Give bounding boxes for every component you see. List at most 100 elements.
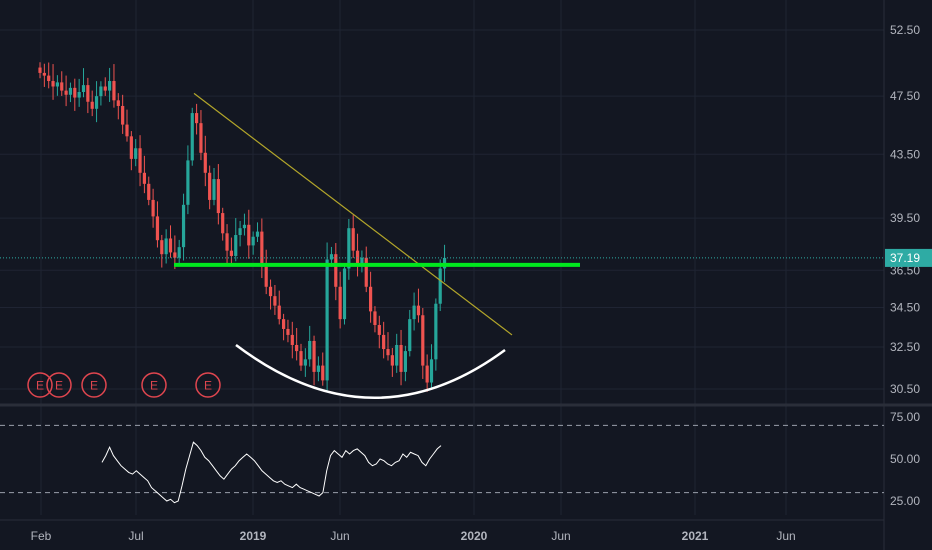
candle-body[interactable] bbox=[255, 231, 260, 237]
candle-body[interactable] bbox=[403, 351, 407, 372]
candle-body[interactable] bbox=[73, 87, 77, 98]
candle-body[interactable] bbox=[251, 236, 255, 246]
candle-body[interactable] bbox=[290, 334, 294, 345]
candle-body[interactable] bbox=[94, 96, 99, 109]
candle-body[interactable] bbox=[147, 183, 151, 200]
candle-body[interactable] bbox=[90, 101, 94, 109]
candle-body[interactable] bbox=[390, 355, 394, 366]
candle-body[interactable] bbox=[121, 105, 125, 125]
candle-body[interactable] bbox=[234, 235, 238, 256]
earnings-marker[interactable]: E bbox=[81, 372, 107, 398]
candle-body[interactable] bbox=[151, 199, 155, 217]
candle-body[interactable] bbox=[342, 268, 347, 320]
candle-body[interactable] bbox=[360, 257, 364, 264]
candle-body[interactable] bbox=[116, 100, 120, 106]
candle-body[interactable] bbox=[338, 286, 342, 320]
candle-body[interactable] bbox=[386, 349, 390, 356]
candle-body[interactable] bbox=[103, 86, 107, 91]
candle-body[interactable] bbox=[68, 87, 73, 95]
candle-body[interactable] bbox=[229, 250, 233, 256]
candle-body[interactable] bbox=[60, 82, 64, 91]
candle-body[interactable] bbox=[355, 250, 360, 264]
candle-body[interactable] bbox=[142, 172, 146, 184]
earnings-marker[interactable]: E bbox=[46, 372, 72, 398]
candle-body[interactable] bbox=[173, 252, 177, 258]
candle-body[interactable] bbox=[373, 311, 377, 326]
candle-body[interactable] bbox=[273, 296, 277, 306]
candle-body[interactable] bbox=[377, 325, 381, 335]
candle-body[interactable] bbox=[395, 344, 399, 366]
drawing-overlays[interactable] bbox=[0, 92, 884, 399]
candle-body[interactable] bbox=[164, 238, 168, 255]
candle-body[interactable] bbox=[347, 228, 351, 269]
candle-body[interactable] bbox=[216, 179, 220, 214]
candle-body[interactable] bbox=[351, 228, 355, 251]
candle-body[interactable] bbox=[134, 148, 138, 159]
candle-body[interactable] bbox=[303, 359, 307, 366]
candle-body[interactable] bbox=[212, 179, 216, 200]
candle-body[interactable] bbox=[416, 305, 421, 316]
candle-body[interactable] bbox=[268, 286, 273, 297]
price-axis[interactable]: 52.5047.5043.5039.5036.5034.5032.5030.50… bbox=[885, 23, 932, 396]
candle-body[interactable] bbox=[55, 82, 59, 87]
candle-body[interactable] bbox=[364, 257, 368, 287]
candle-body[interactable] bbox=[260, 231, 264, 267]
candle-body[interactable] bbox=[64, 90, 68, 95]
candle-body[interactable] bbox=[199, 123, 203, 153]
candle-body[interactable] bbox=[277, 305, 281, 320]
candle-body[interactable] bbox=[81, 85, 86, 92]
candle-body[interactable] bbox=[295, 344, 299, 352]
candle-body[interactable] bbox=[282, 319, 286, 329]
candle-body[interactable] bbox=[329, 254, 334, 260]
rsi-line[interactable] bbox=[101, 441, 442, 504]
candle-body[interactable] bbox=[112, 81, 116, 101]
candle-body[interactable] bbox=[181, 204, 186, 248]
candle-body[interactable] bbox=[429, 359, 434, 383]
time-axis[interactable]: Feb Jul 2019 Jun 2020 Jun 2021 Jun bbox=[31, 529, 796, 543]
candle-body[interactable] bbox=[99, 86, 103, 97]
candle-body[interactable] bbox=[412, 305, 416, 320]
candle-body[interactable] bbox=[42, 72, 46, 76]
candle-body[interactable] bbox=[86, 85, 90, 102]
earnings-marker[interactable]: E bbox=[27, 372, 53, 398]
candle-body[interactable] bbox=[203, 152, 207, 173]
earnings-marker[interactable]: E bbox=[141, 372, 167, 398]
candle-body[interactable] bbox=[264, 266, 268, 287]
candlestick-series[interactable] bbox=[38, 62, 447, 392]
candle-body[interactable] bbox=[38, 67, 42, 73]
candle-body[interactable] bbox=[168, 238, 173, 253]
candle-body[interactable] bbox=[221, 213, 225, 234]
candle-body[interactable] bbox=[225, 233, 229, 251]
candle-body[interactable] bbox=[434, 303, 438, 360]
rsi-axis[interactable]: 75.00 50.00 25.00 bbox=[890, 410, 920, 508]
cup-arc[interactable] bbox=[235, 344, 506, 399]
candle-body[interactable] bbox=[208, 172, 212, 200]
candle-body[interactable] bbox=[312, 340, 316, 372]
candle-body[interactable] bbox=[334, 254, 338, 287]
candle-body[interactable] bbox=[299, 351, 303, 366]
candle-body[interactable] bbox=[325, 259, 329, 381]
candle-body[interactable] bbox=[369, 286, 373, 312]
candle-body[interactable] bbox=[160, 240, 164, 255]
candle-body[interactable] bbox=[438, 268, 442, 304]
candle-body[interactable] bbox=[77, 91, 81, 98]
candle-body[interactable] bbox=[399, 344, 403, 372]
candle-body[interactable] bbox=[108, 81, 112, 91]
candle-body[interactable] bbox=[155, 216, 160, 241]
candle-body[interactable] bbox=[247, 224, 251, 246]
candle-body[interactable] bbox=[321, 365, 325, 381]
candle-body[interactable] bbox=[51, 81, 55, 87]
candle-body[interactable] bbox=[242, 224, 247, 229]
candle-body[interactable] bbox=[177, 247, 181, 258]
candle-body[interactable] bbox=[129, 136, 133, 159]
candle-body[interactable] bbox=[47, 75, 51, 82]
last-price-tag[interactable]: 37.19 bbox=[885, 248, 932, 267]
candle-body[interactable] bbox=[286, 328, 290, 335]
candle-body[interactable] bbox=[425, 365, 429, 383]
candle-body[interactable] bbox=[238, 228, 242, 236]
candle-body[interactable] bbox=[382, 334, 386, 350]
candle-body[interactable] bbox=[190, 113, 194, 161]
candle-body[interactable] bbox=[408, 319, 412, 352]
